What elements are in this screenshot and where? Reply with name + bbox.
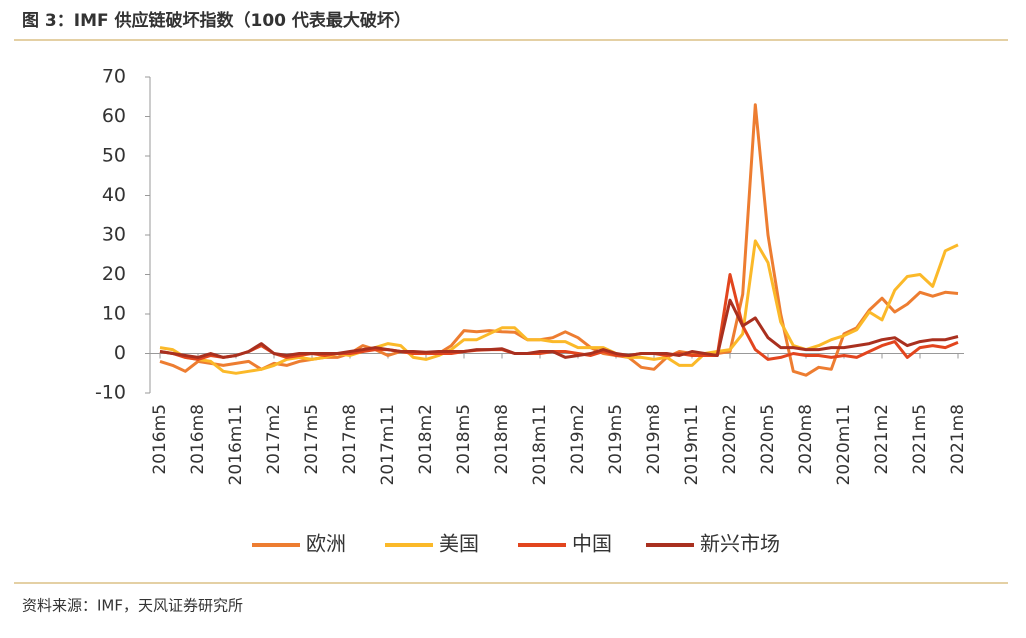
x-tick-label: 2020m5	[758, 404, 778, 475]
x-tick-label: 2017m11	[378, 404, 398, 485]
source-note: 资料来源：IMF，天风证券研究所	[22, 597, 243, 615]
x-tick-label: 2017m5	[302, 404, 322, 475]
series-line	[159, 298, 959, 359]
x-tick-label: 2016m8	[188, 404, 208, 475]
series-line	[159, 239, 959, 375]
x-tick-label: 2018m5	[454, 404, 474, 475]
x-tick-label: 2018m11	[530, 404, 550, 485]
y-tick-label: 30	[102, 224, 126, 246]
y-tick-label: 70	[102, 66, 126, 88]
y-tick-label: 20	[102, 263, 126, 285]
x-tick-label: 2019m8	[644, 404, 664, 475]
x-tick-label: 2020m8	[796, 404, 816, 475]
legend-label: 新兴市场	[700, 532, 780, 556]
y-tick-label: 10	[102, 303, 126, 325]
x-tick-label: 2017m8	[340, 404, 360, 475]
x-tick-label: 2018m8	[492, 404, 512, 475]
x-tick-label: 2017m2	[264, 404, 284, 475]
legend-label: 中国	[572, 532, 612, 556]
legend-label: 欧洲	[306, 532, 346, 556]
series-line	[159, 103, 959, 377]
x-tick-label: 2021m2	[872, 404, 892, 475]
series-line	[159, 273, 959, 361]
x-tick-label: 2016m5	[150, 404, 170, 475]
y-tick-label: -10	[95, 382, 126, 404]
x-tick-label: 2020m2	[720, 404, 740, 475]
y-tick-label: 0	[114, 342, 126, 364]
y-tick-label: 60	[102, 105, 126, 127]
x-tick-label: 2016m11	[226, 404, 246, 485]
x-tick-label: 2019m5	[606, 404, 626, 475]
x-tick-label: 2019m2	[568, 404, 588, 475]
x-tick-label: 2021m8	[948, 404, 968, 475]
x-tick-label: 2019m11	[682, 404, 702, 485]
x-tick-label: 2020m11	[834, 404, 854, 485]
y-tick-label: 50	[102, 145, 126, 167]
chart-title: 图 3：IMF 供应链破坏指数（100 代表最大破坏）	[22, 10, 411, 31]
x-tick-label: 2021m5	[910, 404, 930, 475]
legend-label: 美国	[439, 532, 479, 556]
y-tick-label: 40	[102, 184, 126, 206]
x-tick-label: 2018m2	[416, 404, 436, 475]
